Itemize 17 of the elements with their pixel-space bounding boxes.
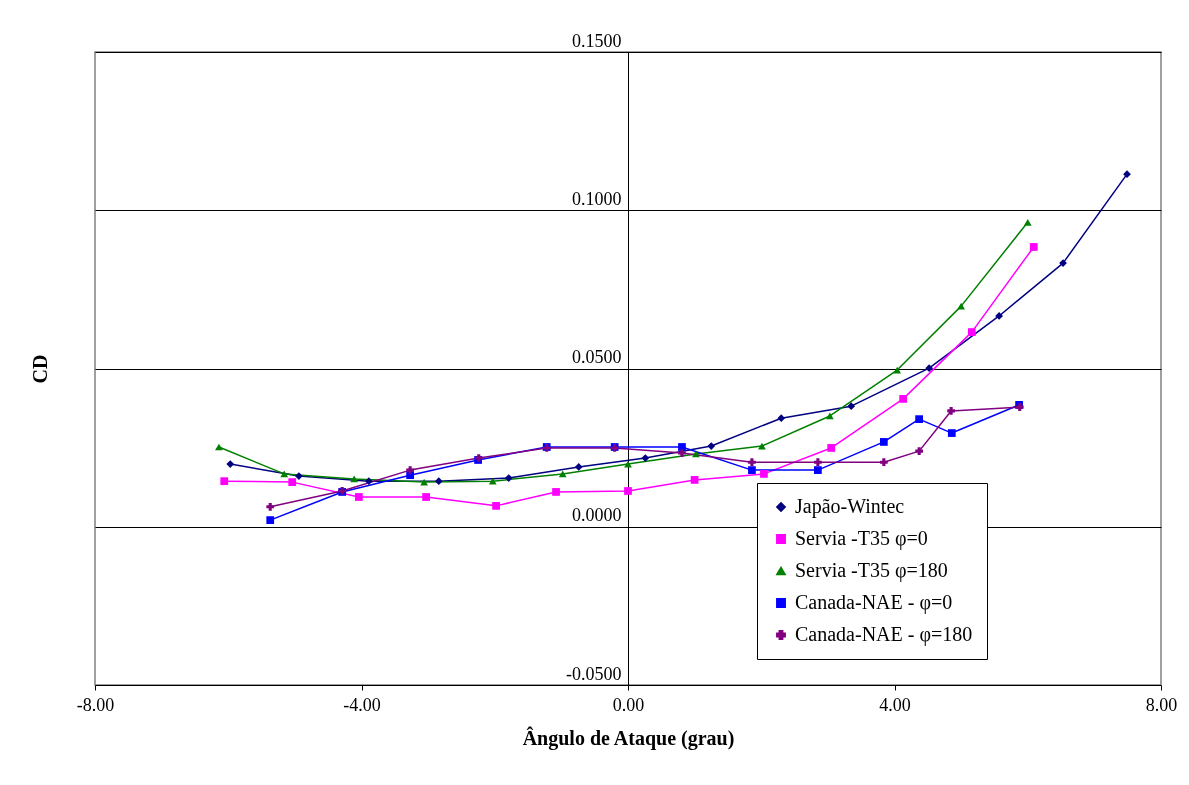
legend-label: Canada-NAE - φ=0 [795, 591, 953, 614]
y-axis-title: CD [28, 354, 51, 384]
x-axis-title: Ângulo de Ataque (grau) [522, 725, 735, 750]
x-tick-label: 4.00 [879, 694, 911, 715]
y-tick-label: 0.0000 [572, 505, 622, 526]
x-tick-label: -4.00 [343, 694, 381, 715]
legend-label: Japão-Wintec [795, 495, 905, 518]
legend-label: Canada-NAE - φ=180 [795, 623, 973, 646]
x-tick-label: -8.00 [76, 694, 115, 715]
legend-label: Servia -T35 φ=180 [795, 559, 948, 582]
x-tick-label: 8.00 [1145, 694, 1178, 715]
legend-label: Servia -T35 φ=0 [795, 527, 928, 550]
y-tick-label: 0.1000 [572, 188, 622, 209]
y-tick-label: 0.1500 [572, 30, 622, 51]
x-tick-label: 0.00 [612, 694, 645, 715]
y-tick-label: 0.0500 [572, 347, 622, 367]
y-tick-label: -0.0500 [566, 663, 622, 684]
